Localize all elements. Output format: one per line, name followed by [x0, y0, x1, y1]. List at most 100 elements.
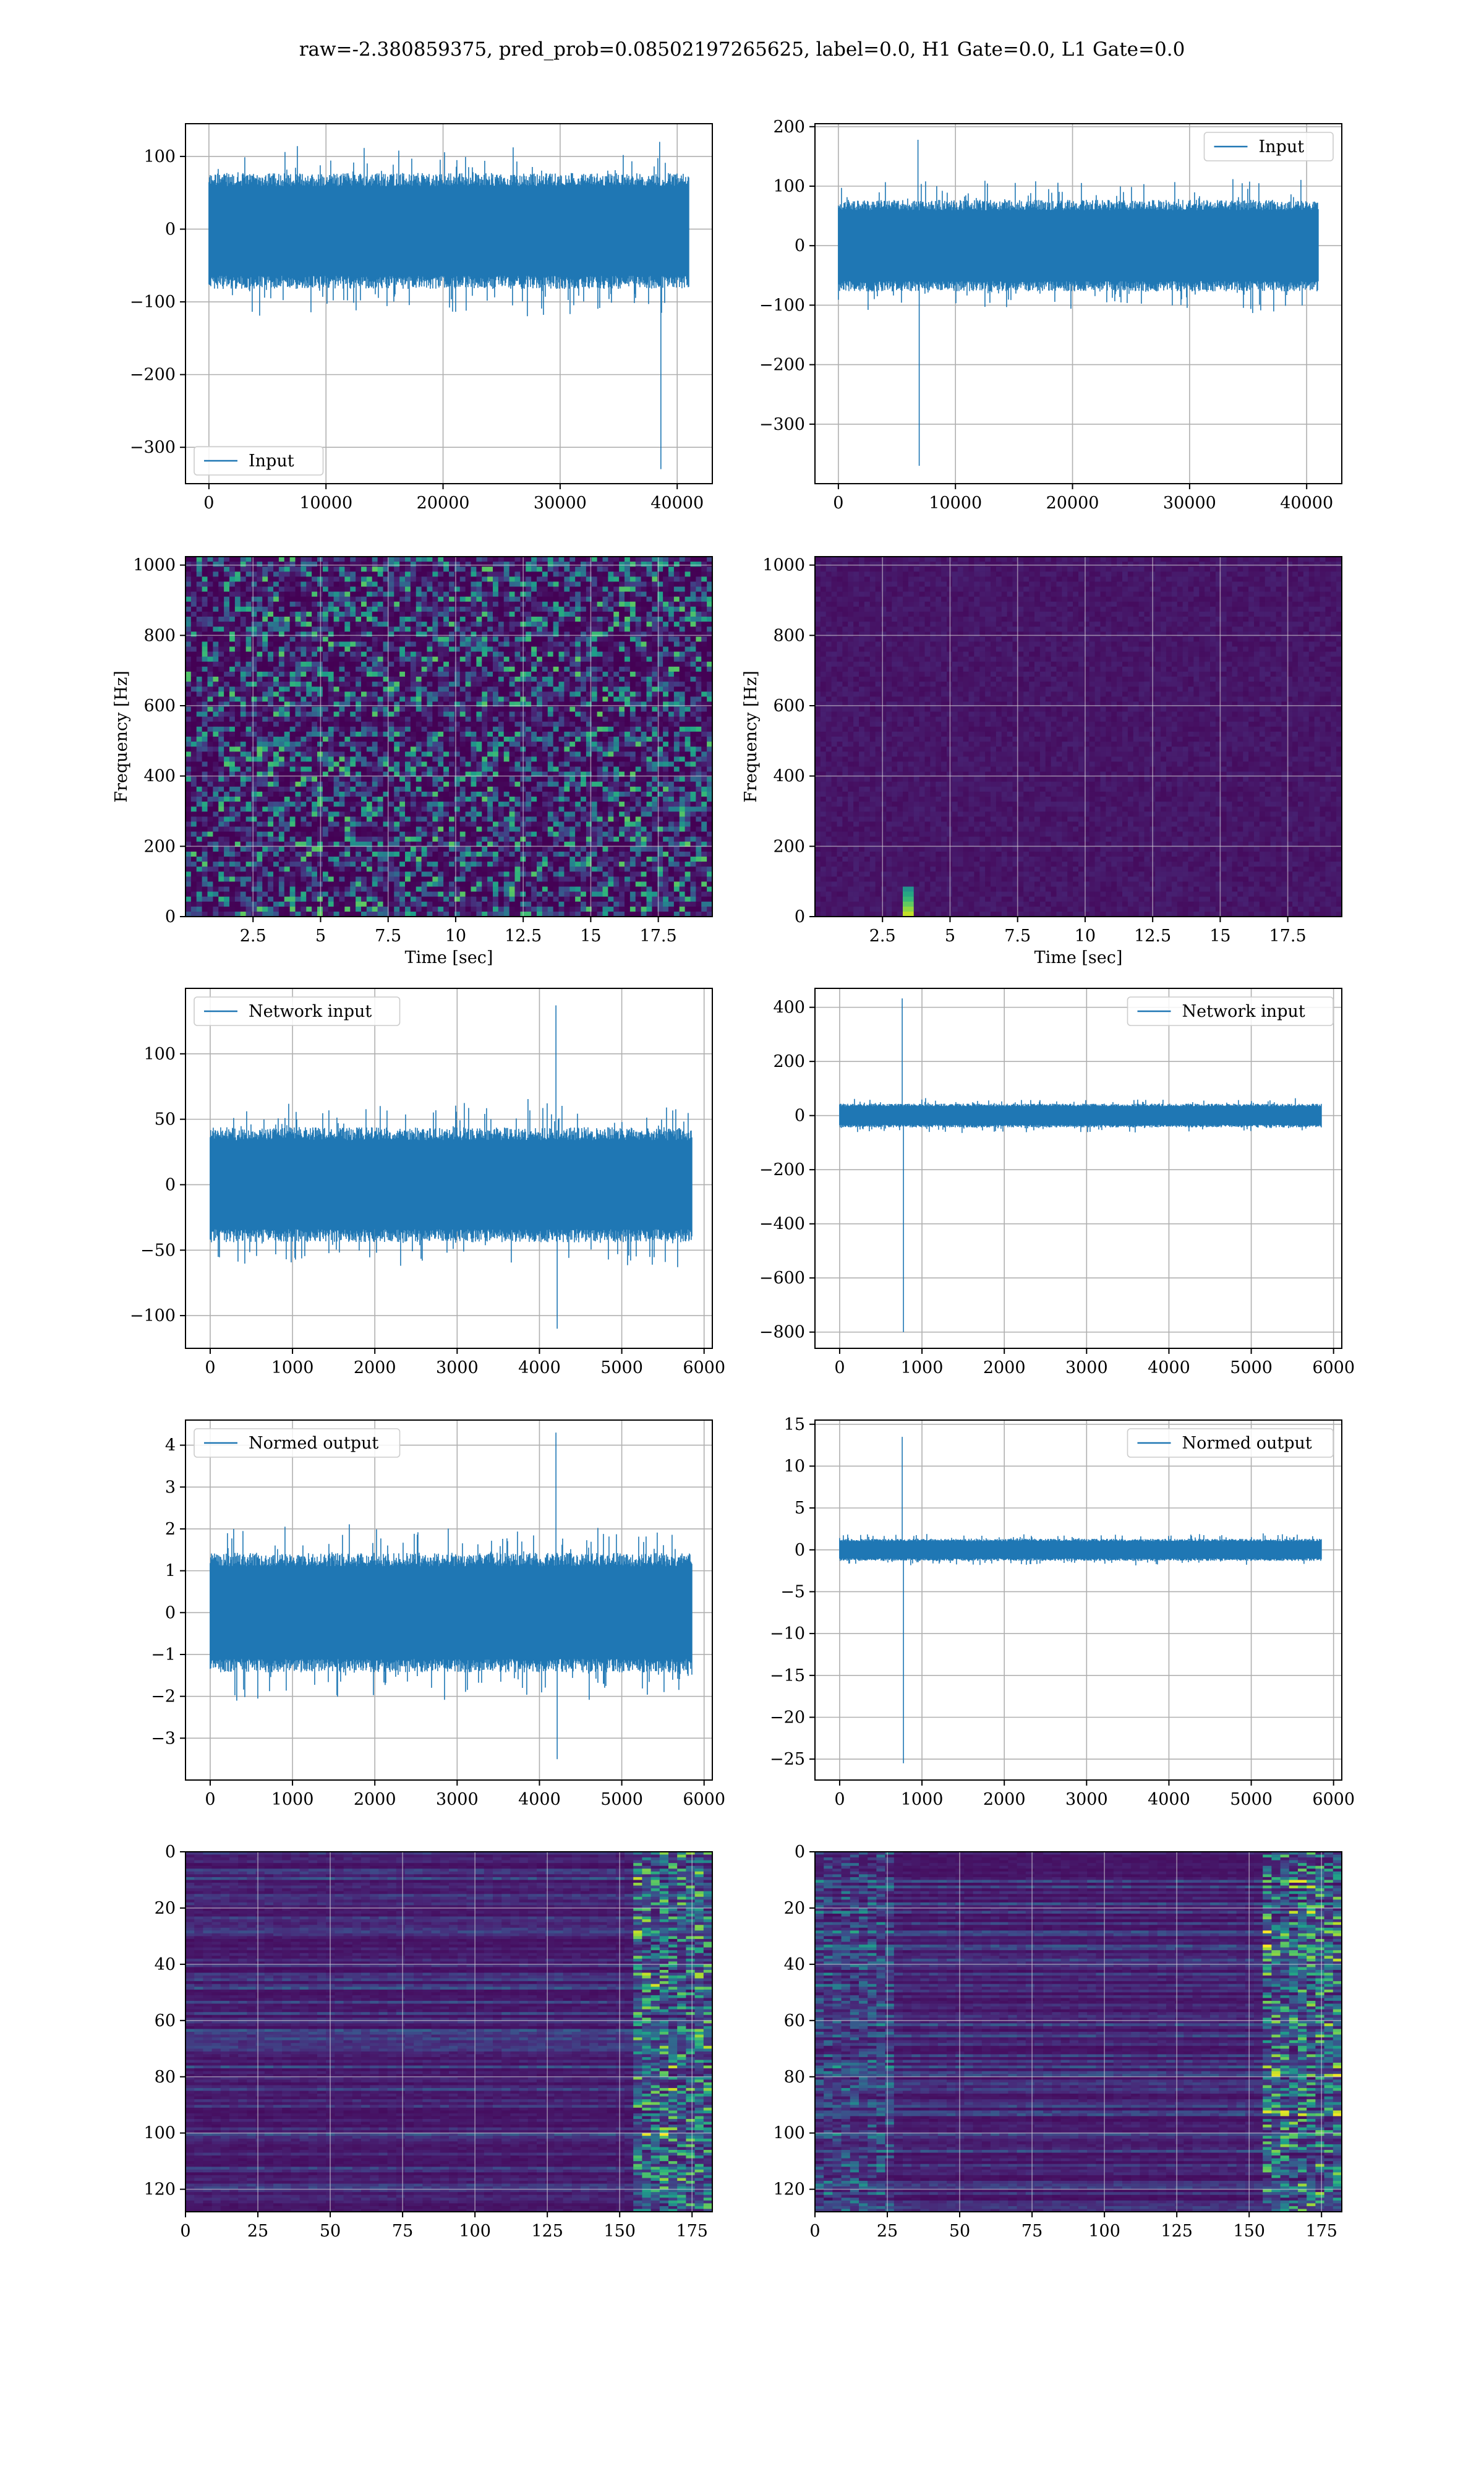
heatmap-cell	[246, 797, 252, 802]
heatmap-cell	[191, 862, 197, 867]
heatmap-cell	[241, 622, 246, 627]
heatmap-cell	[334, 691, 339, 697]
heatmap-cell	[301, 802, 306, 807]
heatmap-cell	[191, 792, 197, 797]
heatmap-cell	[449, 662, 454, 667]
input-h1-panel: 0 10000 20000 30000 400001000−100−200−300Inp…	[130, 124, 712, 513]
heatmap-cell	[312, 792, 317, 797]
heatmap-cell	[262, 747, 268, 752]
heatmap-cell	[378, 607, 383, 612]
heatmap-cell	[339, 732, 345, 737]
heatmap-cell	[449, 647, 454, 653]
heatmap-cell	[350, 761, 356, 767]
heatmap-cell	[213, 782, 218, 787]
heatmap-cell	[235, 571, 241, 577]
heatmap-cell	[405, 602, 411, 607]
heatmap-cell	[241, 602, 246, 607]
heatmap-cell	[344, 567, 350, 572]
heatmap-cell	[246, 807, 252, 812]
heatmap-cell	[279, 722, 284, 727]
heatmap-cell	[279, 662, 284, 667]
heatmap-cell	[301, 797, 306, 802]
heatmap-cell	[262, 667, 268, 672]
heatmap-cell	[405, 581, 411, 587]
heatmap-cell	[350, 816, 356, 822]
heatmap-cell	[257, 727, 262, 732]
heatmap-cell	[252, 816, 257, 822]
heatmap-cell	[339, 792, 345, 797]
heatmap-cell	[323, 641, 328, 647]
heatmap-cell	[252, 802, 257, 807]
heatmap-cell	[334, 607, 339, 612]
heatmap-cell	[257, 581, 262, 587]
heatmap-cell	[443, 897, 449, 902]
heatmap-cell	[279, 827, 284, 833]
heatmap-cell	[208, 807, 213, 812]
heatmap-cell	[422, 821, 427, 827]
heatmap-cell	[394, 887, 399, 892]
heatmap-cell	[427, 807, 433, 812]
heatmap-cell	[361, 612, 367, 617]
heatmap-cell	[388, 641, 394, 647]
heatmap-cell	[208, 707, 213, 713]
heatmap-cell	[399, 816, 405, 822]
heatmap-cell	[443, 827, 449, 833]
heatmap-cell	[197, 821, 202, 827]
y-tick-label: −300	[130, 438, 176, 457]
heatmap-cell	[235, 636, 241, 642]
heatmap-cell	[367, 847, 372, 852]
heatmap-cell	[191, 847, 197, 852]
heatmap-cell	[246, 876, 252, 882]
heatmap-cell	[268, 717, 273, 722]
heatmap-cell	[394, 907, 399, 912]
heatmap-cell	[218, 887, 224, 892]
heatmap-cell	[284, 657, 290, 662]
heatmap-cell	[241, 756, 246, 762]
heatmap-cell	[246, 847, 252, 852]
heatmap-cell	[367, 747, 372, 752]
heatmap-cell	[296, 667, 301, 672]
heatmap-cell	[432, 587, 438, 593]
heatmap-cell	[372, 576, 378, 582]
heatmap-cell	[388, 816, 394, 822]
heatmap-cell	[323, 802, 328, 807]
heatmap-cell	[224, 592, 229, 597]
heatmap-cell	[334, 687, 339, 692]
heatmap-cell	[213, 761, 218, 767]
heatmap-cell	[252, 662, 257, 667]
heatmap-cell	[394, 902, 399, 907]
heatmap-cell	[241, 652, 246, 657]
heatmap-cell	[449, 902, 454, 907]
heatmap-cell	[388, 767, 394, 773]
heatmap-cell	[224, 907, 229, 912]
heatmap-cell	[296, 612, 301, 617]
heatmap-cell	[224, 647, 229, 653]
heatmap-cell	[323, 837, 328, 842]
heatmap-cell	[405, 682, 411, 687]
heatmap-cell	[443, 691, 449, 697]
heatmap-cell	[306, 867, 312, 872]
heatmap-cell	[268, 597, 273, 602]
heatmap-cell	[427, 816, 433, 822]
heatmap-cell	[306, 827, 312, 833]
heatmap-cell	[367, 687, 372, 692]
heatmap-cell	[388, 827, 394, 833]
heatmap-cell	[235, 892, 241, 897]
heatmap-cell	[372, 747, 378, 752]
heatmap-cell	[197, 756, 202, 762]
heatmap-cell	[279, 597, 284, 602]
heatmap-cell	[284, 902, 290, 907]
heatmap-cell	[296, 701, 301, 707]
heatmap-cell	[197, 902, 202, 907]
heatmap-cell	[416, 717, 422, 722]
heatmap-cell	[339, 717, 345, 722]
heatmap-cell	[422, 876, 427, 882]
heatmap-cell	[361, 727, 367, 732]
heatmap-cell	[252, 777, 257, 782]
heatmap-cell	[262, 887, 268, 892]
heatmap-cell	[323, 727, 328, 732]
heatmap-cell	[301, 707, 306, 713]
heatmap-cell	[399, 562, 405, 567]
heatmap-cell	[246, 652, 252, 657]
heatmap-cell	[378, 712, 383, 717]
